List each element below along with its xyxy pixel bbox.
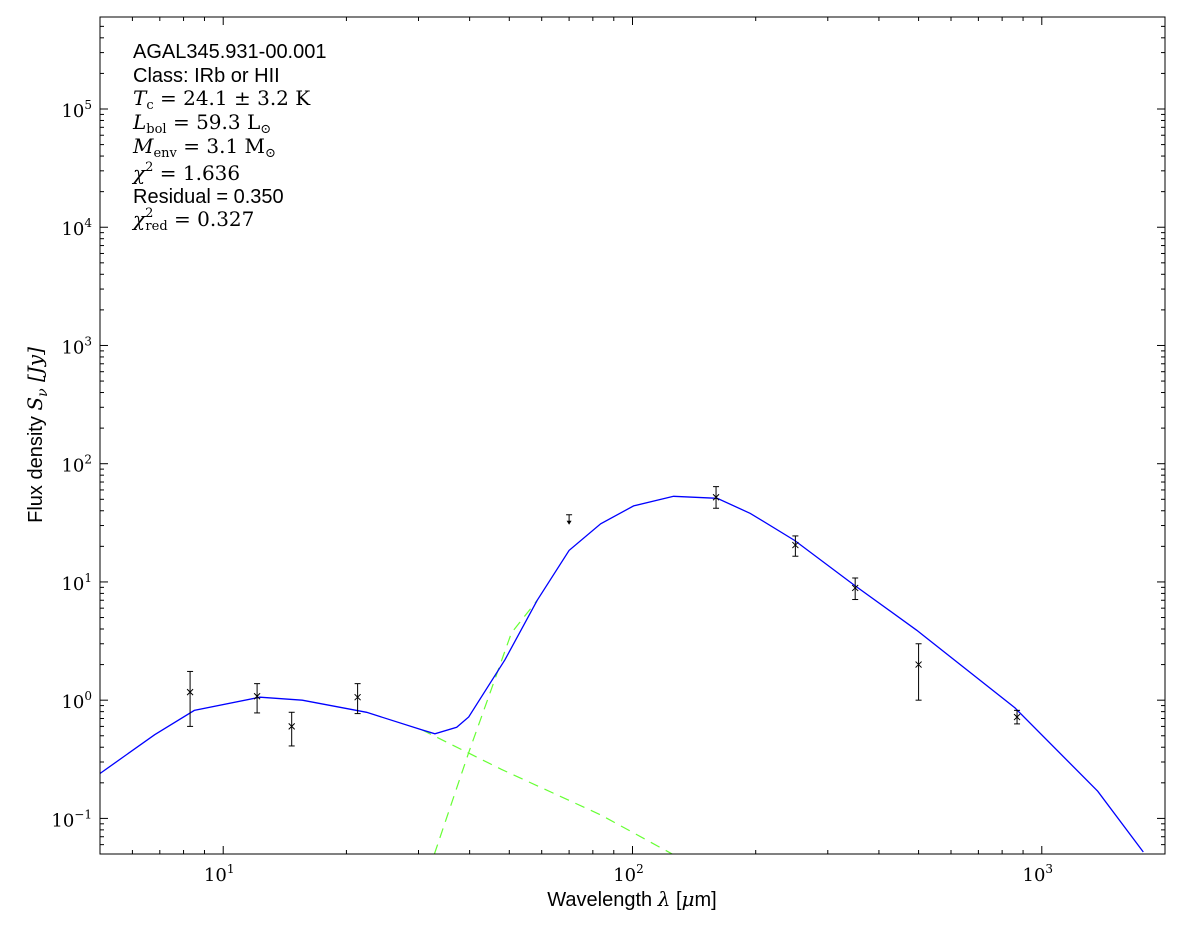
point-marker	[792, 541, 799, 549]
y-tick-label: 102	[61, 453, 92, 477]
data-point	[915, 643, 922, 701]
y-tick-label: 103	[61, 334, 92, 358]
data-point	[354, 683, 361, 715]
y-tick-label: 104	[61, 216, 92, 240]
source-name: AGAL345.931-00.001	[133, 41, 327, 63]
chi2-label: χ2 = 1.636	[131, 160, 240, 185]
x-tick-label: 103	[1023, 862, 1054, 886]
y-tick-label: 10−1	[51, 807, 92, 831]
y-tick-label: 100	[61, 689, 92, 713]
x-tick-label: 102	[613, 862, 644, 886]
mass-label: Menv = 3.1 M⊙	[132, 134, 276, 161]
data-point	[288, 711, 296, 747]
point-marker	[354, 693, 361, 701]
y-tick-label: 105	[61, 98, 92, 122]
y-tick-label: 101	[61, 571, 92, 595]
point-marker	[851, 584, 859, 592]
data-point	[851, 577, 859, 601]
data-point	[712, 486, 720, 509]
point-marker	[1013, 713, 1021, 721]
data-points	[186, 486, 1021, 747]
data-point	[1013, 709, 1021, 725]
point-marker	[186, 688, 194, 696]
limit-arrow-icon	[566, 520, 572, 525]
upper-limit	[566, 514, 573, 525]
data-point	[186, 670, 194, 727]
total-model-line	[99, 495, 1144, 853]
y-axis-label: Flux density Sν [Jy]	[23, 347, 51, 523]
point-marker	[915, 661, 922, 668]
point-marker	[288, 723, 296, 730]
source-class: Class: IRb or HII	[133, 65, 280, 87]
tick-labels: 101 102 103 10−1 100 101 102 103 104 105	[51, 98, 1053, 886]
temperature-label: Tc = 24.1 ± 3.2 K	[133, 86, 311, 113]
warm-component-line	[421, 729, 673, 855]
model-curves	[99, 495, 1144, 855]
x-tick-label: 101	[204, 862, 235, 886]
data-point	[792, 535, 799, 557]
point-marker	[712, 493, 720, 501]
residual-label: Residual = 0.350	[133, 186, 284, 208]
point-marker	[253, 692, 261, 700]
data-point	[253, 683, 261, 714]
x-axis-label: Wavelength λ [μm]	[547, 887, 716, 911]
chi2-reduced-label: χ2 red = 0.327	[131, 206, 254, 234]
axis-ticks	[99, 16, 1166, 855]
cold-component-line	[433, 599, 538, 855]
luminosity-label: Lbol = 59.3 L⊙	[132, 110, 271, 137]
fit-annotation: AGAL345.931-00.001 Class: IRb or HII Tc …	[131, 41, 327, 234]
